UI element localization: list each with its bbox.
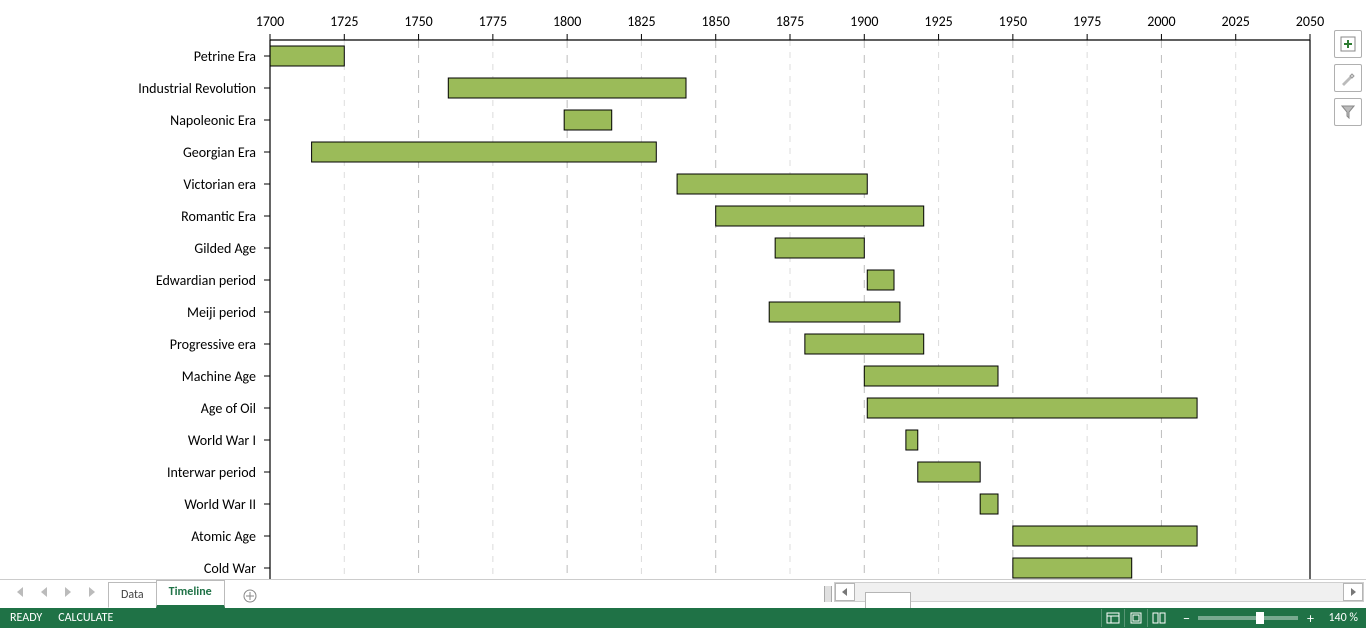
timeline-bar[interactable] [980,494,998,514]
horizontal-scrollbar[interactable] [834,582,1364,602]
timeline-bar[interactable] [864,366,998,386]
tab-data[interactable]: Data [108,582,157,608]
timeline-bar[interactable] [918,462,980,482]
timeline-bar[interactable] [906,430,918,450]
category-label: World War I [188,432,256,449]
tab-nav-first-icon[interactable] [12,584,28,600]
chart-filters-button[interactable] [1334,98,1362,126]
category-label: Georgian Era [183,144,256,161]
view-page-layout-button[interactable] [1124,609,1147,627]
status-bar: READY CALCULATE − + 140 % [0,608,1366,628]
x-axis-tick-label: 1750 [404,13,432,30]
chart-elements-button[interactable] [1334,30,1362,58]
timeline-bar[interactable] [867,270,894,290]
tab-nav-prev-icon[interactable] [36,584,52,600]
vertical-scrollbar[interactable] [1352,130,1366,560]
x-axis-tick-label: 1825 [627,13,655,30]
timeline-bar[interactable] [448,78,686,98]
timeline-bar[interactable] [564,110,612,130]
category-label: Interwar period [167,464,256,481]
zoom-control: − + 140 % [1180,610,1358,627]
zoom-out-button[interactable]: − [1180,610,1192,627]
category-label: World War II [184,496,256,513]
category-label: Machine Age [182,368,256,385]
x-axis-tick-label: 1975 [1073,13,1101,30]
category-label: Victorian era [183,176,256,193]
category-label: Napoleonic Era [170,112,256,129]
category-label: Edwardian period [156,272,256,289]
view-normal-button[interactable] [1101,609,1124,627]
view-buttons [1101,609,1170,627]
x-axis-tick-label: 2050 [1296,13,1324,30]
chart-area[interactable]: 1700 1725 1750 1775 1800 1825 1850 1875 1900 1925… [0,0,1326,580]
x-axis-tick-label: 1725 [330,13,358,30]
category-label: Romantic Era [181,208,256,225]
status-calculate[interactable]: CALCULATE [58,611,113,625]
tab-timeline[interactable]: Timeline [156,580,225,608]
zoom-percent[interactable]: 140 % [1328,611,1358,625]
tab-split-handle[interactable] [824,586,832,602]
x-axis-tick-label: 1900 [850,13,878,30]
timeline-bar[interactable] [1013,526,1197,546]
scroll-right-button[interactable] [1343,583,1363,601]
zoom-slider-thumb[interactable] [1256,612,1264,624]
x-axis-tick-label: 1875 [776,13,804,30]
category-label: Cold War [204,560,256,577]
category-label: Petrine Era [194,48,256,65]
category-label: Atomic Age [191,528,256,545]
category-label: Meiji period [187,304,256,321]
timeline-bar[interactable] [867,398,1197,418]
x-axis-tick-label: 1850 [702,13,730,30]
timeline-bar[interactable] [312,142,657,162]
timeline-bar[interactable] [805,334,924,354]
tab-nav-next-icon[interactable] [60,584,76,600]
zoom-in-button[interactable]: + [1304,610,1316,627]
x-axis-tick-label: 1925 [924,13,952,30]
timeline-bar[interactable] [1013,558,1132,578]
timeline-bar[interactable] [769,302,900,322]
timeline-bar[interactable] [270,46,344,66]
timeline-bar[interactable] [677,174,867,194]
x-axis-tick-label: 1700 [256,13,284,30]
timeline-bar[interactable] [775,238,864,258]
timeline-bar[interactable] [716,206,924,226]
category-label: Age of Oil [201,400,256,417]
x-axis-tick-label: 1800 [553,13,581,30]
sheet-tabs-bar: DataTimeline [0,579,1366,608]
view-page-break-button[interactable] [1147,609,1170,627]
zoom-slider[interactable] [1198,616,1298,620]
category-label: Progressive era [170,336,256,353]
scroll-left-button[interactable] [835,583,855,601]
status-ready: READY [10,611,42,625]
category-label: Industrial Revolution [138,80,256,97]
category-label: Gilded Age [194,240,256,257]
x-axis-tick-label: 1775 [479,13,507,30]
x-axis-tick-label: 2025 [1222,13,1250,30]
x-axis-tick-label: 2000 [1147,13,1175,30]
chart-styles-button[interactable] [1334,64,1362,92]
tab-nav-last-icon[interactable] [84,584,100,600]
new-sheet-button[interactable] [236,584,264,608]
x-axis-tick-label: 1950 [999,13,1027,30]
